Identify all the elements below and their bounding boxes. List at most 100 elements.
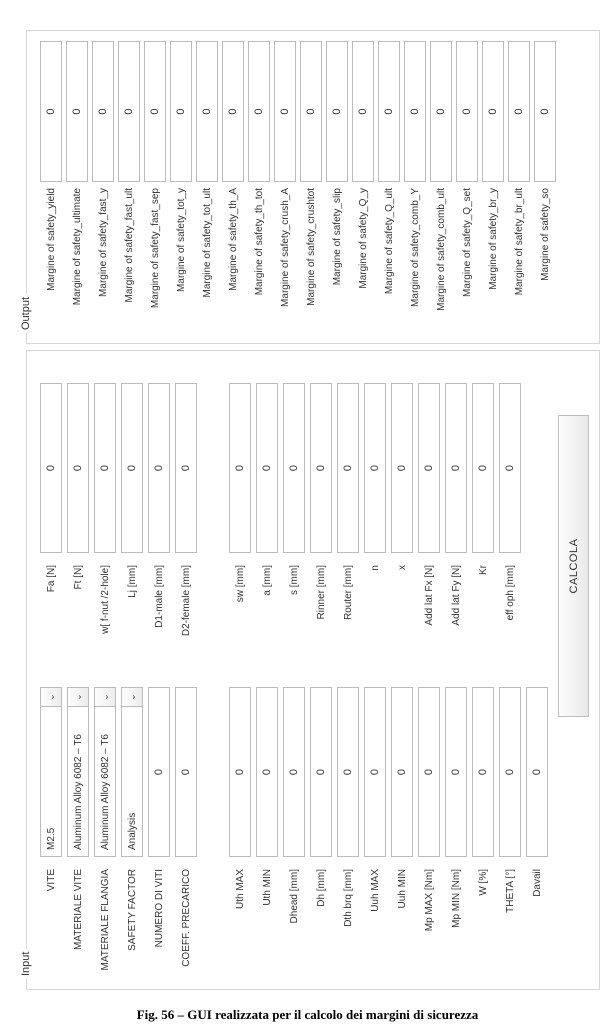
input-a-mm[interactable]: 0 bbox=[256, 383, 278, 553]
output-label: Margine of safety_br_ult bbox=[514, 188, 525, 333]
input-rinner-mm[interactable]: 0 bbox=[310, 383, 332, 553]
input-w[interactable]: 0 bbox=[472, 687, 494, 857]
input-sw-mm[interactable]: 0 bbox=[229, 383, 251, 553]
field-label: Add lat Fy [N] bbox=[451, 565, 462, 675]
output-label: Margine of safety_so bbox=[540, 188, 551, 333]
output-row: Margine of safety_ultimate0 bbox=[66, 41, 88, 333]
output-row: Margine of safety_Q_set0 bbox=[456, 41, 478, 333]
input-w-f-nut-2-hole[interactable]: 0 bbox=[94, 383, 116, 553]
calcola-button[interactable]: CALCOLA bbox=[558, 415, 589, 717]
output-panel: Output Margine of safety_yield0Margine o… bbox=[20, 30, 600, 344]
field-label: Mp MAX [Nm] bbox=[424, 869, 435, 979]
input-theta[interactable]: 0 bbox=[499, 687, 521, 857]
output-row: Margine of safety_th_A0 bbox=[222, 41, 244, 333]
field-label: Uuh MAX bbox=[370, 869, 381, 979]
output-margine-of-safety-comb-ult: 0 bbox=[430, 41, 452, 182]
input-uuh-max[interactable]: 0 bbox=[364, 687, 386, 857]
output-label: Margine of safety_ultimate bbox=[72, 188, 83, 333]
field-label: THETA [°] bbox=[505, 869, 516, 979]
output-row: Margine of safety_br_y 0 bbox=[482, 41, 504, 333]
input-numero-di-viti[interactable]: 0 bbox=[148, 687, 170, 857]
output-margine-of-safety-fast-sep: 0 bbox=[144, 41, 166, 182]
output-row: Margine of safety_slip 0 bbox=[326, 41, 348, 333]
field-label: Dth brq [mm] bbox=[343, 869, 354, 979]
field-label: Uuh MIN bbox=[397, 869, 408, 979]
combo-text: Aluminum Alloy 6082 – T6 bbox=[94, 707, 116, 857]
output-margine-of-safety-so: 0 bbox=[534, 41, 556, 182]
calcola-label: CALCOLA bbox=[568, 539, 580, 594]
output-label: Margine of safety_fast_ult bbox=[124, 188, 135, 333]
output-row: Margine of safety_tot_y 0 bbox=[170, 41, 192, 333]
field-label: Mp MIN [Nm] bbox=[451, 869, 462, 979]
output-row: Margine of safety_fast_y 0 bbox=[92, 41, 114, 333]
input-fa-n[interactable]: 0 bbox=[40, 383, 62, 553]
combo-safety-factor[interactable]: Analysis⌄ bbox=[121, 687, 143, 857]
output-label: Margine of safety_tot_y bbox=[176, 188, 187, 333]
field-label: Add lat Fx [N] bbox=[424, 565, 435, 675]
input-dth-brq-mm[interactable]: 0 bbox=[337, 687, 359, 857]
combo-materiale-flangia[interactable]: Aluminum Alloy 6082 – T6⌄ bbox=[94, 687, 116, 857]
field-label: sw [mm] bbox=[235, 565, 246, 675]
field-label: w[ f-nut /2-hole] bbox=[100, 565, 111, 675]
input-d1-male-mm[interactable]: 0 bbox=[148, 383, 170, 553]
output-label: Margine of safety_tot_ult bbox=[202, 188, 213, 333]
input-mp-min-nm[interactable]: 0 bbox=[445, 687, 467, 857]
output-margine-of-safety-br-y: 0 bbox=[482, 41, 504, 182]
combo-vite[interactable]: M2.5⌄ bbox=[40, 687, 62, 857]
field-label: Uth MAX bbox=[235, 869, 246, 979]
chevron-down-icon[interactable]: ⌄ bbox=[40, 687, 62, 707]
chevron-down-icon[interactable]: ⌄ bbox=[121, 687, 143, 707]
field-label: VITE bbox=[46, 869, 57, 979]
input-uth-max[interactable]: 0 bbox=[229, 687, 251, 857]
output-label: Margine of safety_comb_Y bbox=[410, 188, 421, 333]
input-x[interactable]: 0 bbox=[391, 383, 413, 553]
input-eff-oph-mm[interactable]: 0 bbox=[499, 383, 521, 553]
input-davail[interactable]: 0 bbox=[526, 687, 548, 857]
input-uuh-min[interactable]: 0 bbox=[391, 687, 413, 857]
field-label: MATERIALE VITE bbox=[73, 869, 84, 979]
field-label: D1-male [mm] bbox=[154, 565, 165, 675]
chevron-down-icon[interactable]: ⌄ bbox=[94, 687, 116, 707]
field-label: eff oph [mm] bbox=[505, 565, 516, 675]
output-label: Margine of safety_slip bbox=[332, 188, 343, 333]
combo-materiale-vite[interactable]: Aluminum Alloy 6082 – T6⌄ bbox=[67, 687, 89, 857]
field-label: Router [mm] bbox=[343, 565, 354, 675]
chevron-down-icon[interactable]: ⌄ bbox=[67, 687, 89, 707]
field-label: W [%] bbox=[478, 869, 489, 979]
input-lj-mm[interactable]: 0 bbox=[121, 383, 143, 553]
output-row: Margine of safety_br_ult0 bbox=[508, 41, 530, 333]
input-dhead-mm[interactable]: 0 bbox=[283, 687, 305, 857]
output-row: Margine of safety_Q_y0 bbox=[352, 41, 374, 333]
output-row: Margine of safety_so 0 bbox=[534, 41, 556, 333]
input-dh-mm[interactable]: 0 bbox=[310, 687, 332, 857]
output-margine-of-safety-slip: 0 bbox=[326, 41, 348, 182]
input-add-lat-fx-n[interactable]: 0 bbox=[418, 383, 440, 553]
input-coeff-precarico[interactable]: 0 bbox=[175, 687, 197, 857]
output-margine-of-safety-tot-y: 0 bbox=[170, 41, 192, 182]
input-uth-min[interactable]: 0 bbox=[256, 687, 278, 857]
input-kr[interactable]: 0 bbox=[472, 383, 494, 553]
output-margine-of-safety-fast-y: 0 bbox=[92, 41, 114, 182]
field-label: Davail bbox=[532, 869, 543, 979]
output-row: Margine of safety_fast_sep0 bbox=[144, 41, 166, 333]
input-ft-n[interactable]: 0 bbox=[67, 383, 89, 553]
field-label: Ft [N] bbox=[73, 565, 84, 675]
field-label: x bbox=[397, 565, 408, 675]
output-label: Margine of safety_fast_y bbox=[98, 188, 109, 333]
input-n[interactable]: 0 bbox=[364, 383, 386, 553]
input-add-lat-fy-n[interactable]: 0 bbox=[445, 383, 467, 553]
field-label: n bbox=[370, 565, 381, 675]
input-s-mm[interactable]: 0 bbox=[283, 383, 305, 553]
input-d2-female-mm[interactable]: 0 bbox=[175, 383, 197, 553]
output-label: Margine of safety_th_A bbox=[228, 188, 239, 333]
combo-text: Aluminum Alloy 6082 – T6 bbox=[67, 707, 89, 857]
output-label: Margine of safety_Q_set bbox=[462, 188, 473, 333]
output-legend: Output bbox=[20, 294, 32, 333]
input-mp-max-nm[interactable]: 0 bbox=[418, 687, 440, 857]
output-row: Margine of safety_tot_ult0 bbox=[196, 41, 218, 333]
field-label: COEFF. PRECARICO bbox=[181, 869, 192, 979]
input-router-mm[interactable]: 0 bbox=[337, 383, 359, 553]
output-label: Margine of safety_yield bbox=[46, 188, 57, 333]
output-label: Margine of safety_br_y bbox=[488, 188, 499, 333]
output-margine-of-safety-comb-y: 0 bbox=[404, 41, 426, 182]
